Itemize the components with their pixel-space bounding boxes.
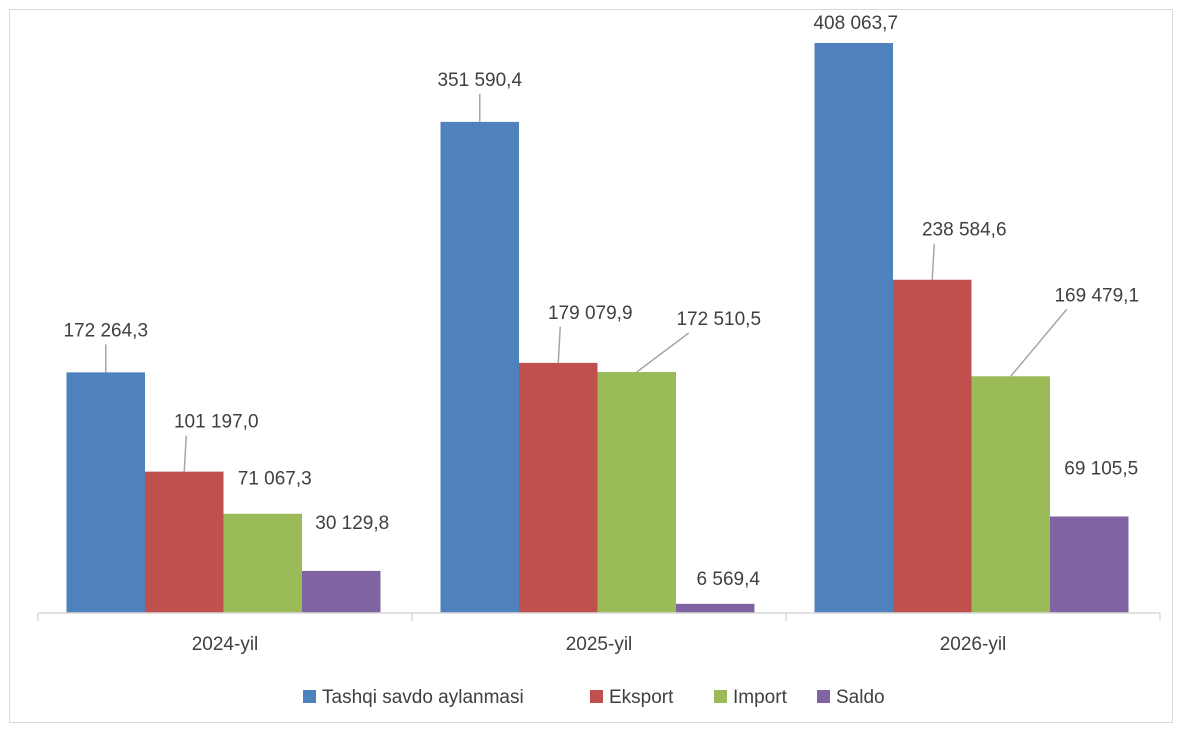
data-label: 101 197,0 [174, 412, 259, 433]
legend-label: Tashqi savdo aylanmasi [322, 687, 524, 708]
bar-import-2025-yil [597, 372, 676, 613]
data-label: 408 063,7 [813, 13, 898, 34]
data-label: 71 067,3 [238, 469, 312, 490]
bar-eksport-2024-yil [145, 471, 224, 613]
data-label: 351 590,4 [437, 70, 522, 91]
bar-eksport-2026-yil [893, 279, 972, 613]
data-label: 179 079,9 [548, 303, 633, 324]
bar-import-2024-yil [223, 513, 302, 613]
legend-swatch [303, 690, 316, 703]
legend-swatch [590, 690, 603, 703]
legend-item-saldo: Saldo [817, 687, 885, 708]
legend-swatch [817, 690, 830, 703]
x-tick-label: 2024-yil [192, 634, 259, 655]
bars-layer [66, 43, 1129, 613]
leader-line [183, 435, 187, 472]
data-label: 30 129,8 [315, 513, 389, 534]
data-label: 238 584,6 [922, 220, 1007, 241]
data-label: 6 569,4 [697, 569, 761, 590]
legend-item-import: Import [714, 687, 788, 708]
bar-tashqi-savdo-aylanmasi-2026-yil [814, 43, 893, 613]
bar-eksport-2025-yil [519, 362, 598, 613]
leader-line [636, 332, 690, 373]
leader-lines-layer [105, 93, 1068, 472]
data-label: 172 264,3 [63, 320, 148, 341]
legend-label: Saldo [836, 687, 885, 708]
x-axis: 2024-yil 2025-yil 2026-yil [37, 612, 1161, 655]
x-tick-label: 2025-yil [566, 634, 633, 655]
bar-saldo-2024-yil [302, 570, 381, 613]
bar-saldo-2026-yil [1050, 516, 1129, 613]
legend-item-tashqi-savdo-aylanmasi: Tashqi savdo aylanmasi [303, 687, 524, 708]
legend-label: Import [733, 687, 788, 708]
data-labels-layer: 172 264,3 351 590,4 408 063,7 101 197,0 179 … [63, 13, 1139, 590]
legend: Tashqi savdo aylanmasi Eksport Import Saldo [303, 687, 885, 708]
data-label: 169 479,1 [1054, 285, 1139, 306]
leader-line [1010, 308, 1068, 377]
data-label: 172 510,5 [676, 309, 761, 330]
bar-saldo-2025-yil [676, 603, 755, 613]
x-tick-label: 2026-yil [940, 634, 1007, 655]
legend-item-eksport: Eksport [590, 687, 674, 708]
bar-import-2026-yil [971, 376, 1050, 613]
data-label: 69 105,5 [1064, 458, 1138, 479]
legend-swatch [714, 690, 727, 703]
bar-tashqi-savdo-aylanmasi-2024-yil [66, 372, 145, 613]
bar-tashqi-savdo-aylanmasi-2025-yil [440, 121, 519, 613]
leader-line [931, 243, 935, 280]
leader-line [557, 326, 561, 363]
legend-label: Eksport [609, 687, 674, 708]
